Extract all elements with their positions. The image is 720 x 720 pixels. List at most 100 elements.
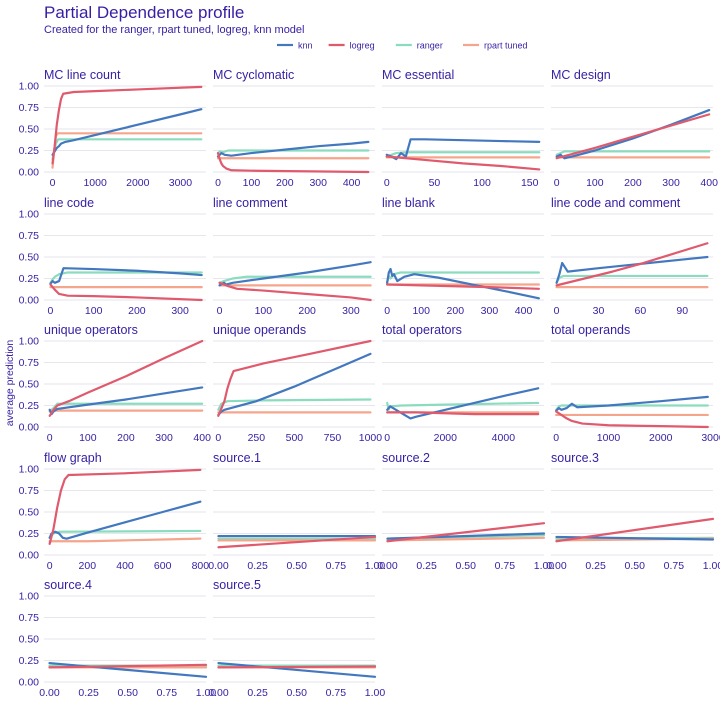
panel-15-line-logreg [386,522,546,543]
panel-16-line-logreg [555,517,715,543]
panel-3-x-tick-label: 150 [521,177,539,189]
panel-15-x-tick-label: 0.50 [456,560,477,572]
panel-17-title: source.4 [44,578,92,592]
panel-6-x-tick-label: 100 [255,305,273,317]
panel-13-x-tick-label: 400 [116,560,134,572]
panel-1-line-logreg [51,85,203,165]
y-axis-label: average prediction [4,340,16,427]
panel-2-x-tick-label: 100 [243,177,261,189]
panel-4-line-ranger [555,150,711,156]
panel-11-line-logreg [386,411,540,416]
panel-14-line-logreg [217,535,377,549]
panel-10-x-tick-label: 750 [324,432,342,444]
panel-4-x-tick-label: 300 [662,177,680,189]
panel-12-line-knn [555,395,709,412]
panel-11-line-knn [386,387,540,420]
panel-13-line-rpart-tuned [48,537,202,543]
legend-label-logreg: logreg [350,41,375,51]
panel-9-x-tick-label: 100 [79,432,97,444]
y-tick-label: 0.50 [19,124,40,136]
panel-18-x-tick-label: 0.50 [287,687,308,699]
panel-12-x-tick-label: 0 [553,432,559,444]
y-tick-label: 0.50 [19,252,40,264]
panel-3-x-tick-label: 100 [473,177,491,189]
panel-17-x-tick-label: 0.25 [78,687,99,699]
legend-label-rpart-tuned: rpart tuned [484,41,528,51]
panel-18-title: source.5 [213,578,261,592]
panel-15-line-rpart-tuned [386,536,546,542]
y-tick-label: 1.00 [19,464,40,476]
panel-10-line-logreg [217,339,372,417]
panel-5-line-logreg [49,283,203,302]
y-tick-label: 0.25 [19,400,40,412]
y-tick-label: 0.25 [19,273,40,285]
panel-10-x-tick-label: 0 [215,432,221,444]
y-tick-label: 0.75 [19,102,40,114]
panel-2-title: MC cyclomatic [213,68,294,82]
panel-12-line-logreg [555,410,709,429]
panel-10-x-tick-label: 250 [248,432,266,444]
panel-7-title: line blank [382,196,436,210]
panel-11-x-tick-label: 2000 [434,432,458,444]
panel-1-line-ranger [51,138,203,161]
panel-15-x-tick-label: 0.25 [416,560,437,572]
y-tick-label: 0.00 [19,550,40,562]
panel-6-title: line comment [213,196,288,210]
panel-16-x-tick-label: 0.75 [664,560,685,572]
panel-6-line-knn [218,261,372,287]
panel-18-x-tick-label: 0.00 [208,687,229,699]
y-tick-label: 1.00 [19,591,40,603]
panel-13-x-tick-label: 200 [79,560,97,572]
panel-17-x-tick-label: 0.00 [39,687,60,699]
panel-1-line-knn [51,108,203,156]
panel-6-line-logreg [218,281,372,302]
panel-3-x-tick-label: 50 [429,177,441,189]
panel-14-x-tick-label: 0.25 [247,560,268,572]
y-tick-label: 0.50 [19,379,40,391]
chart-subtitle: Created for the ranger, rpart tuned, log… [44,24,305,36]
panel-10-line-ranger [217,398,372,411]
panel-11-title: total operators [382,323,462,337]
panel-18-x-tick-label: 0.75 [326,687,347,699]
panel-18-x-tick-label: 0.25 [247,687,268,699]
panel-2-x-tick-label: 200 [276,177,294,189]
panel-6-line-ranger [218,275,372,284]
y-tick-label: 0.50 [19,634,40,646]
panel-2-x-tick-label: 0 [215,177,221,189]
y-tick-label: 0.25 [19,145,40,157]
y-tick-label: 1.00 [19,336,40,348]
legend-label-ranger: ranger [417,41,443,51]
panel-8-line-logreg [555,242,709,287]
panel-16-x-tick-label: 1.00 [703,560,720,572]
panel-13-x-tick-label: 800 [192,560,210,572]
y-tick-label: 0.00 [19,167,40,179]
panel-5-line-knn [49,267,203,285]
panel-5-x-tick-label: 200 [128,305,146,317]
panel-8-x-tick-label: 90 [676,305,688,317]
panel-2-line-knn [216,140,370,158]
y-tick-label: 0.25 [19,655,40,667]
panel-9-x-tick-label: 0 [47,432,53,444]
panel-9-x-tick-label: 300 [155,432,173,444]
panel-8-line-knn [555,255,709,284]
panel-2-x-tick-label: 400 [343,177,361,189]
panel-8-x-tick-label: 60 [635,305,647,317]
panel-7-line-logreg [386,283,540,290]
panel-8-x-tick-label: 0 [554,305,560,317]
panel-6-x-tick-label: 300 [342,305,360,317]
panel-9-line-logreg [48,339,204,417]
panel-4-x-tick-label: 200 [624,177,642,189]
panel-5-line-ranger [49,271,203,284]
panel-16-x-tick-label: 0.25 [585,560,606,572]
panel-13-title: flow graph [44,451,102,465]
panel-1-x-tick-label: 1000 [83,177,107,189]
panel-12-x-tick-label: 1000 [597,432,621,444]
y-tick-label: 1.00 [19,81,40,93]
y-tick-label: 0.00 [19,295,40,307]
panel-15-x-tick-label: 0.75 [495,560,516,572]
legend-label-knn: knn [298,41,313,51]
panel-10-x-tick-label: 1000 [359,432,383,444]
panel-3-line-logreg [385,155,541,171]
panel-5-x-tick-label: 0 [48,305,54,317]
